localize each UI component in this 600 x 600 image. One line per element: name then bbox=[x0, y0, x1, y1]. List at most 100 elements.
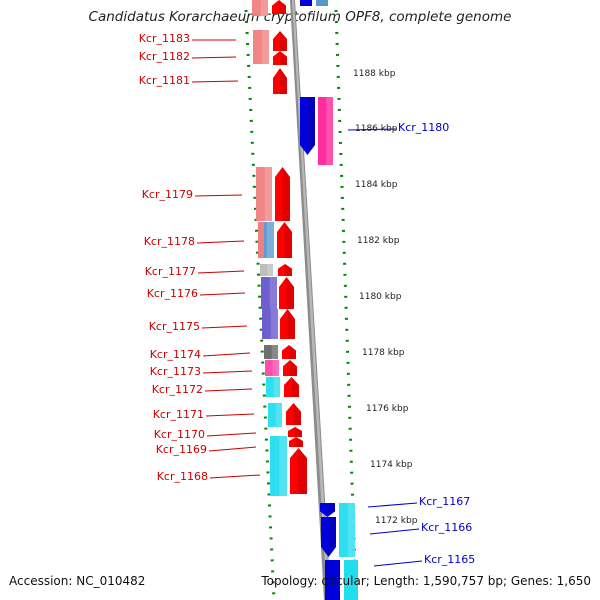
gene-kcr-1170 bbox=[288, 427, 302, 437]
gene-kcr-1175 bbox=[262, 309, 278, 339]
gene-label-kcr-1182: Kcr_1182 bbox=[139, 50, 190, 63]
gene-top-d bbox=[316, 0, 328, 6]
topology-label: Topology: circular; Length: 1,590,757 bp… bbox=[261, 574, 591, 588]
gene-kcr-1178-arrow bbox=[277, 222, 292, 258]
gene-kcr-1183-shade bbox=[261, 30, 269, 64]
scale-tick-label: 1184 kbp bbox=[355, 180, 398, 190]
gene-label-kcr-1166-leader bbox=[369, 528, 420, 535]
gene-label-kcr-1173: Kcr_1173 bbox=[150, 365, 201, 378]
gene-kcr-1168-arrow-shade bbox=[298, 448, 307, 494]
gene-label-kcr-1171: Kcr_1171 bbox=[153, 408, 204, 421]
gene-kcr-1177 bbox=[260, 264, 273, 276]
gene-kcr-1171-arrow bbox=[286, 403, 301, 425]
genome-backbone bbox=[290, 0, 331, 600]
gene-kcr-1171 bbox=[268, 403, 282, 427]
gene-kcr-1182b bbox=[273, 51, 287, 65]
gene-label-kcr-1170: Kcr_1170 bbox=[154, 428, 205, 441]
gene-kcr-1176-arrow bbox=[279, 277, 294, 309]
scale-tick-label: 1176 kbp bbox=[366, 404, 409, 414]
gene-top-a-shade bbox=[260, 0, 268, 16]
gene-label-kcr-1171-leader bbox=[205, 413, 255, 417]
gene-kcr-1175-arrow bbox=[280, 309, 295, 339]
gene-kcr-1169-shade bbox=[296, 437, 303, 447]
gene-kcr-1180-a bbox=[300, 97, 315, 155]
gene-kcr-1182-shade bbox=[280, 31, 287, 51]
gene-label-kcr-1178-leader bbox=[196, 240, 245, 244]
gene-label-kcr-1168-leader bbox=[209, 474, 261, 479]
gene-kcr-1168-shade bbox=[279, 436, 287, 496]
gene-kcr-1165 bbox=[325, 560, 340, 600]
gene-kcr-1174 bbox=[264, 345, 278, 359]
gene-kcr-1171-shade bbox=[275, 403, 282, 427]
gene-kcr-1167-a bbox=[320, 503, 335, 517]
gene-kcr-1174-shade bbox=[271, 345, 278, 359]
gene-kcr-1177-shade bbox=[267, 264, 273, 276]
accession-label: Accession: NC_010482 bbox=[9, 574, 146, 588]
gene-kcr-1175-arrow-shade bbox=[287, 309, 295, 339]
gene-kcr-1180-shade bbox=[326, 97, 333, 165]
gene-kcr-1171-arrow-shade bbox=[293, 403, 301, 425]
gene-kcr-1169 bbox=[289, 437, 303, 447]
gene-kcr-1174-arrow-shade bbox=[289, 345, 296, 359]
gene-kcr-1176-arrow-shade bbox=[286, 277, 294, 309]
gene-features bbox=[252, 0, 358, 600]
gene-kcr-1179-shade bbox=[264, 167, 272, 221]
gene-label-kcr-1167: Kcr_1167 bbox=[419, 495, 470, 508]
gene-kcr-1167-a-shade bbox=[327, 503, 335, 517]
gene-label-kcr-1166: Kcr_1166 bbox=[421, 521, 472, 534]
gene-label-kcr-1179-leader bbox=[194, 194, 243, 197]
gene-kcr-1179 bbox=[256, 167, 272, 221]
gene-kcr-1177-arrow-shade bbox=[285, 264, 292, 276]
gene-label-kcr-1183: Kcr_1183 bbox=[139, 32, 190, 45]
gene-label-kcr-1177-leader bbox=[197, 270, 245, 274]
scale-tick-label: 1186 kbp bbox=[355, 124, 398, 134]
gene-label-kcr-1181: Kcr_1181 bbox=[139, 74, 190, 87]
gene-label-kcr-1172: Kcr_1172 bbox=[152, 383, 203, 396]
gene-label-kcr-1173-leader bbox=[202, 370, 253, 374]
gene-top-a bbox=[252, 0, 268, 16]
gene-kcr-1175-shade bbox=[270, 309, 278, 339]
gene-label-kcr-1182-leader bbox=[191, 56, 237, 59]
gene-kcr-1172 bbox=[266, 377, 280, 397]
gene-label-kcr-1175: Kcr_1175 bbox=[149, 320, 200, 333]
gene-kcr-1166 bbox=[321, 517, 336, 557]
gene-kcr-1168-arrow bbox=[290, 448, 307, 494]
gene-kcr-1172-arrow-shade bbox=[291, 377, 299, 397]
scale-tick-label: 1188 kbp bbox=[353, 69, 396, 79]
gene-kcr-1173-arrow-shade bbox=[290, 360, 297, 376]
scale-tick-label: 1174 kbp bbox=[370, 460, 413, 470]
gene-label-kcr-1180: Kcr_1180 bbox=[398, 121, 449, 134]
gene-kcr-1183 bbox=[253, 30, 269, 64]
gene-kcr-1180-a-shade bbox=[307, 97, 315, 155]
gene-top-c bbox=[300, 0, 312, 6]
gene-kcr-1167 bbox=[339, 503, 355, 557]
gene-label-kcr-1177: Kcr_1177 bbox=[145, 265, 196, 278]
gene-kcr-1179-arrow bbox=[275, 167, 290, 221]
gene-kcr-1172-shade bbox=[273, 377, 280, 397]
gene-kcr-1173-arrow bbox=[283, 360, 297, 376]
gene-label-kcr-1167-leader bbox=[367, 502, 418, 508]
gene-label-kcr-1181-leader bbox=[191, 80, 239, 83]
gene-label-kcr-1170-leader bbox=[206, 432, 257, 437]
gene-kcr-1179-arrow-shade bbox=[282, 167, 290, 221]
gene-kcr-1182 bbox=[273, 31, 287, 51]
gene-label-kcr-1169: Kcr_1169 bbox=[156, 443, 207, 456]
backbone-highlight bbox=[292, 0, 330, 600]
gene-kcr-1173 bbox=[265, 360, 279, 376]
gene-kcr-1178-shade bbox=[266, 222, 274, 258]
gene-kcr-1178-arrow-shade bbox=[284, 222, 292, 258]
gene-top-b-shade bbox=[279, 0, 286, 14]
gene-kcr-1182b-shade bbox=[280, 51, 287, 65]
gene-label-kcr-1174-leader bbox=[202, 352, 251, 357]
scale-tick-label: 1178 kbp bbox=[362, 348, 405, 358]
gene-kcr-1170-shade bbox=[295, 427, 302, 437]
gene-label-kcr-1180-leader bbox=[347, 128, 397, 131]
gene-label-kcr-1172-leader bbox=[204, 388, 253, 392]
gene-kcr-1174-arrow bbox=[282, 345, 296, 359]
scale-tick-label: 1172 kbp bbox=[375, 516, 418, 526]
gene-label-kcr-1178: Kcr_1178 bbox=[144, 235, 195, 248]
gene-label-kcr-1165-leader bbox=[373, 560, 423, 567]
gene-kcr-1167-shade bbox=[347, 503, 355, 557]
gene-kcr-1177-arrow bbox=[278, 264, 292, 276]
